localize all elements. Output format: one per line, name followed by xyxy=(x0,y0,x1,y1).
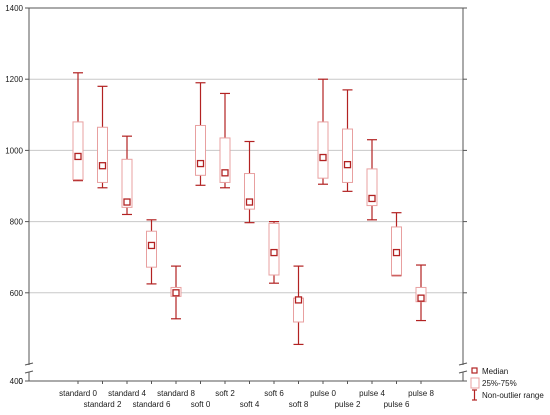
axis-break-mark-top-left xyxy=(24,362,34,366)
legend-label-1: 25%-75% xyxy=(482,379,517,388)
y-tick-label-0: 0 xyxy=(19,377,24,386)
median-marker xyxy=(245,198,254,206)
axis-break-mark-top-right xyxy=(458,362,468,366)
category-label-9: soft 8 xyxy=(289,400,309,409)
box-group-10 xyxy=(317,78,329,185)
median-marker xyxy=(221,169,229,177)
y-tick-label-800: 800 xyxy=(10,218,24,227)
y-tick-label-1200: 1200 xyxy=(5,75,23,84)
box-group-1 xyxy=(97,85,108,189)
category-label-11: pulse 2 xyxy=(335,400,361,409)
category-label-13: pulse 6 xyxy=(384,400,410,409)
box-group-9 xyxy=(293,265,304,346)
category-label-7: soft 4 xyxy=(240,400,260,409)
box-group-12 xyxy=(366,139,378,221)
iqr-box xyxy=(342,128,353,183)
iqr-box xyxy=(244,173,255,210)
box-group-11 xyxy=(342,89,353,192)
box-group-3 xyxy=(146,219,157,285)
median-marker xyxy=(368,194,376,203)
iqr-box xyxy=(97,126,108,183)
category-label-4: standard 8 xyxy=(157,389,195,398)
box-group-7 xyxy=(244,140,255,224)
category-label-8: soft 6 xyxy=(264,389,284,398)
box-group-13 xyxy=(391,212,402,277)
category-label-2: standard 4 xyxy=(108,389,146,398)
legend-item-2: Non-outlier range xyxy=(472,389,544,401)
box-group-8 xyxy=(268,221,280,284)
median-marker xyxy=(74,152,82,161)
category-label-6: soft 2 xyxy=(215,389,235,398)
y-tick-label-1400: 1400 xyxy=(5,4,23,13)
plot-marks xyxy=(72,72,427,346)
box-group-4 xyxy=(170,265,182,320)
median-marker xyxy=(319,153,327,162)
y-tick-label-1000: 1000 xyxy=(5,146,23,155)
x-axis-labels: standard 0 standard 2 standard 4 standard 6… xyxy=(59,381,434,409)
legend-item-0: Median xyxy=(471,367,508,376)
category-label-3: standard 6 xyxy=(133,400,171,409)
median-marker xyxy=(98,162,107,170)
axis-break-mark-bottom-right xyxy=(458,370,468,374)
legend-median-swatch xyxy=(471,367,478,374)
iqr-box xyxy=(219,137,231,183)
axis-break-mark-bottom-left xyxy=(24,370,34,374)
box-group-2 xyxy=(121,135,133,216)
median-marker xyxy=(123,198,131,206)
median-marker xyxy=(294,296,303,304)
iqr-box xyxy=(146,230,157,268)
iqr-box xyxy=(195,124,206,176)
iqr-box xyxy=(121,158,133,208)
category-label-1: standard 2 xyxy=(84,400,122,409)
y-tick-label-600: 600 xyxy=(10,289,24,298)
iqr-box xyxy=(317,121,329,179)
legend-label-0: Median xyxy=(482,367,508,376)
iqr-box xyxy=(72,121,84,181)
category-label-5: soft 0 xyxy=(191,400,211,409)
iqr-box xyxy=(366,168,378,207)
plot-frame xyxy=(28,7,464,382)
axis-break-gap-left xyxy=(23,365,33,372)
y-tick-label-400: 400 xyxy=(10,377,24,386)
median-marker xyxy=(417,294,425,302)
legend-label-2: Non-outlier range xyxy=(482,391,544,400)
axis-break-gap-right xyxy=(459,365,469,372)
category-label-0: standard 0 xyxy=(59,389,97,398)
median-marker xyxy=(343,160,352,169)
category-label-10: pulse 0 xyxy=(310,389,336,398)
box-group-14 xyxy=(415,264,427,322)
box-group-0 xyxy=(72,72,84,182)
category-label-14: pulse 8 xyxy=(408,389,434,398)
box-group-5 xyxy=(195,82,206,186)
median-marker xyxy=(392,248,401,257)
median-marker xyxy=(196,159,205,168)
median-marker xyxy=(172,289,180,297)
median-marker xyxy=(147,241,156,250)
legend-item-1: 25%-75% xyxy=(470,377,517,389)
median-marker xyxy=(270,248,278,257)
legend-box-swatch xyxy=(470,377,480,389)
category-label-12: pulse 4 xyxy=(359,389,385,398)
legend: Median 25%-75% Non-outlier range xyxy=(470,367,544,401)
box-group-6 xyxy=(219,92,231,189)
